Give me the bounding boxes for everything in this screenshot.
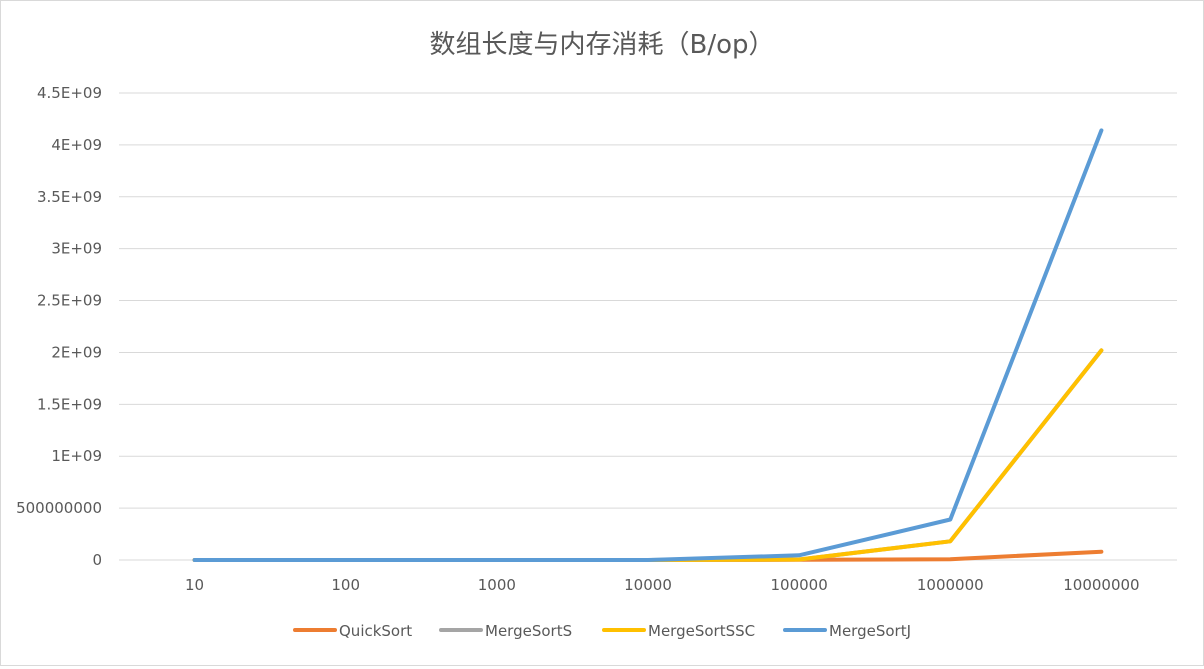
x-tick-label: 100000 xyxy=(771,576,828,594)
y-axis-ticks: 0 500000000 1E+09 1.5E+09 2E+09 2.5E+09 3E+09 3… xyxy=(16,84,102,569)
legend: QuickSort MergeSortS MergeSortSSC MergeSort… xyxy=(293,622,911,640)
x-tick-label: 10000 xyxy=(624,576,672,594)
x-axis-ticks: 10 100 1000 10000 100000 1000000 10000000 xyxy=(185,576,1140,594)
y-tick-label: 4.5E+09 xyxy=(37,84,102,102)
y-tick-label: 1.5E+09 xyxy=(37,395,102,413)
y-tick-label: 1E+09 xyxy=(51,447,102,465)
y-tick-label: 4E+09 xyxy=(51,136,102,154)
series-lines xyxy=(192,128,1104,562)
y-tick-label: 500000000 xyxy=(16,499,102,517)
y-tick-label: 3.5E+09 xyxy=(37,188,102,206)
legend-label: MergeSortJ xyxy=(829,622,911,640)
chart-title: 数组长度与内存消耗（B/op） xyxy=(429,30,774,60)
y-tick-label: 3E+09 xyxy=(51,240,102,258)
legend-label: MergeSortS xyxy=(485,622,572,640)
x-tick-label: 10000000 xyxy=(1063,576,1139,594)
series-line-mergesorts xyxy=(192,348,1104,562)
legend-label: QuickSort xyxy=(339,622,412,640)
x-tick-label: 10 xyxy=(185,576,204,594)
y-tick-label: 0 xyxy=(92,551,102,569)
gridlines xyxy=(119,92,1177,561)
y-tick-label: 2.5E+09 xyxy=(37,292,102,310)
legend-label: MergeSortSSC xyxy=(648,622,755,640)
series-line-mergesortj xyxy=(192,128,1104,562)
y-tick-label: 2E+09 xyxy=(51,343,102,361)
x-tick-label: 1000 xyxy=(478,576,516,594)
x-tick-label: 100 xyxy=(331,576,360,594)
series-line-mergesortssc xyxy=(192,348,1104,562)
x-tick-label: 1000000 xyxy=(917,576,984,594)
